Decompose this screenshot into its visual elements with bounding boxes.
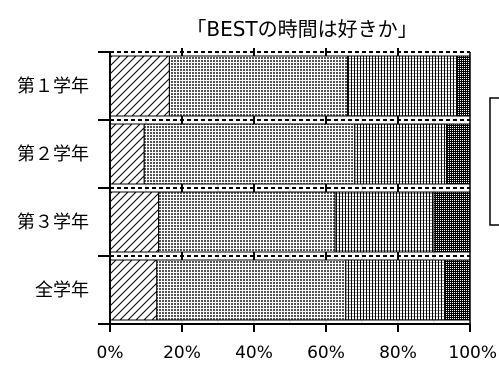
x-axis: 0% 20% 40% 60% 80% 100%	[97, 51, 497, 363]
category-label: 第２学年	[17, 144, 89, 165]
bar-segment	[354, 123, 448, 185]
x-tick-label: 0%	[97, 343, 124, 363]
category-label: 第１学年	[17, 76, 89, 97]
bar-segment	[109, 191, 160, 253]
bars	[109, 55, 471, 321]
x-tick-label: 100%	[448, 343, 497, 363]
bar-segment	[109, 55, 170, 117]
bar-segment	[156, 259, 347, 321]
category-label: 第３学年	[17, 212, 89, 233]
x-tick-label: 60%	[307, 343, 345, 363]
x-tick-label: 80%	[379, 343, 417, 363]
bar-segment	[345, 259, 446, 321]
bar-segment	[446, 123, 471, 185]
chart-title: 「BESTの時間は好きか」	[186, 17, 417, 41]
x-tick-label: 20%	[163, 343, 201, 363]
bar-segment	[168, 55, 349, 117]
bar-segment	[444, 259, 471, 321]
bar-segment	[334, 191, 435, 253]
legend-box	[489, 97, 499, 226]
bar-segment	[433, 191, 471, 253]
bar-segment	[158, 191, 336, 253]
bar-segment	[109, 259, 158, 321]
bar-segment	[347, 55, 458, 117]
category-label: 全学年	[35, 280, 89, 301]
bar-segment	[456, 55, 471, 117]
bar-segment	[109, 123, 145, 185]
bar-segment	[143, 123, 356, 185]
x-tick-label: 40%	[235, 343, 273, 363]
